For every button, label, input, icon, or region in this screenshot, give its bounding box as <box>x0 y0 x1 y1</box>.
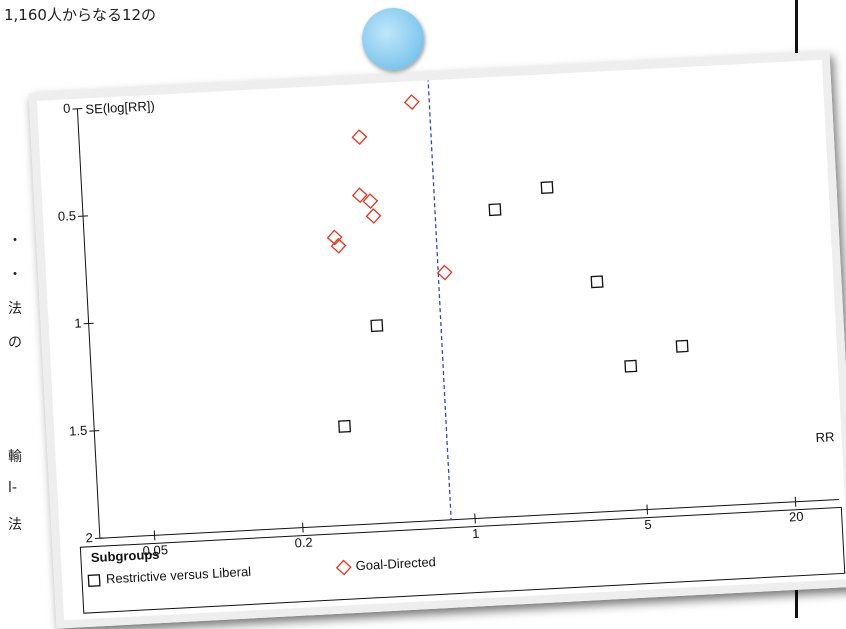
text-fragment: l- <box>8 480 17 496</box>
point <box>437 265 452 280</box>
x-tick-label: 20 <box>789 509 804 525</box>
x-tick-label: 1 <box>472 526 480 541</box>
point <box>339 421 351 433</box>
y-tick <box>72 109 82 110</box>
legend-box <box>80 507 844 613</box>
point <box>489 204 501 216</box>
point <box>541 182 553 194</box>
y-tick-label: 1.5 <box>69 423 88 439</box>
text-fragment: の <box>8 332 22 352</box>
legend-marker <box>88 575 100 587</box>
y-tick-label: 0 <box>63 101 71 116</box>
page: {"background_text": {"top": "1,160人からなる1… <box>0 0 846 618</box>
text-fragment: ・ <box>8 264 22 284</box>
background-text: 1,160人からなる12の <box>4 4 156 25</box>
pooled-line <box>428 70 452 519</box>
x-axis <box>100 499 839 538</box>
text-fragment: 輸 <box>8 446 22 466</box>
point <box>366 209 381 224</box>
y-tick-label: 2 <box>85 530 93 545</box>
y-tick <box>78 216 88 217</box>
pin <box>362 8 424 70</box>
y-axis-label: SE(log[RR]) <box>85 98 155 117</box>
legend-label: Restrictive versus Liberal <box>106 564 252 587</box>
x-tick-label: 0.2 <box>294 535 313 551</box>
point <box>591 276 603 288</box>
text-fragment: 法 <box>8 298 22 318</box>
point <box>676 340 688 352</box>
legend-marker <box>336 560 351 575</box>
point <box>352 130 367 145</box>
legend-title: Subgroups <box>91 547 160 566</box>
point <box>625 360 637 372</box>
point <box>404 95 419 110</box>
x-tick <box>154 530 155 540</box>
y-tick-label: 1 <box>74 315 82 330</box>
x-tick <box>795 497 796 507</box>
x-tick-label: 5 <box>644 517 652 532</box>
x-tick <box>475 514 476 524</box>
x-axis-label: RR <box>815 429 835 445</box>
x-tick <box>647 505 648 515</box>
text-fragment: 法 <box>8 514 22 534</box>
text-fragment: ・ <box>8 230 22 250</box>
legend-label: Goal-Directed <box>355 554 436 573</box>
y-tick <box>89 431 99 432</box>
y-tick <box>84 323 94 324</box>
point <box>371 320 383 332</box>
y-tick-label: 0.5 <box>58 208 77 224</box>
x-tick <box>303 523 304 533</box>
y-tick <box>95 538 105 539</box>
